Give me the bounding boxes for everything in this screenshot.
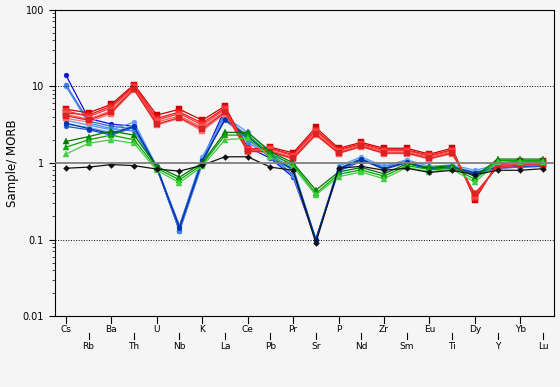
Text: Ce: Ce [242,325,254,334]
Text: Pr: Pr [288,325,297,334]
Text: Cs: Cs [60,325,71,334]
Text: Eu: Eu [424,325,435,334]
Text: Sr: Sr [311,342,320,351]
Text: Y: Y [495,342,500,351]
Text: K: K [199,325,205,334]
Y-axis label: Sample/ MORB: Sample/ MORB [6,119,18,207]
Text: U: U [153,325,160,334]
Text: Nd: Nd [355,342,367,351]
Text: Sm: Sm [399,342,414,351]
Text: Dy: Dy [469,325,481,334]
Text: La: La [220,342,230,351]
Text: Ba: Ba [105,325,117,334]
Text: Rb: Rb [83,342,95,351]
Text: Lu: Lu [538,342,548,351]
Text: Nb: Nb [173,342,186,351]
Text: Pb: Pb [265,342,276,351]
Text: P: P [336,325,341,334]
Text: Th: Th [128,342,139,351]
Text: Zr: Zr [379,325,389,334]
Text: Yb: Yb [515,325,526,334]
Text: Ti: Ti [449,342,456,351]
